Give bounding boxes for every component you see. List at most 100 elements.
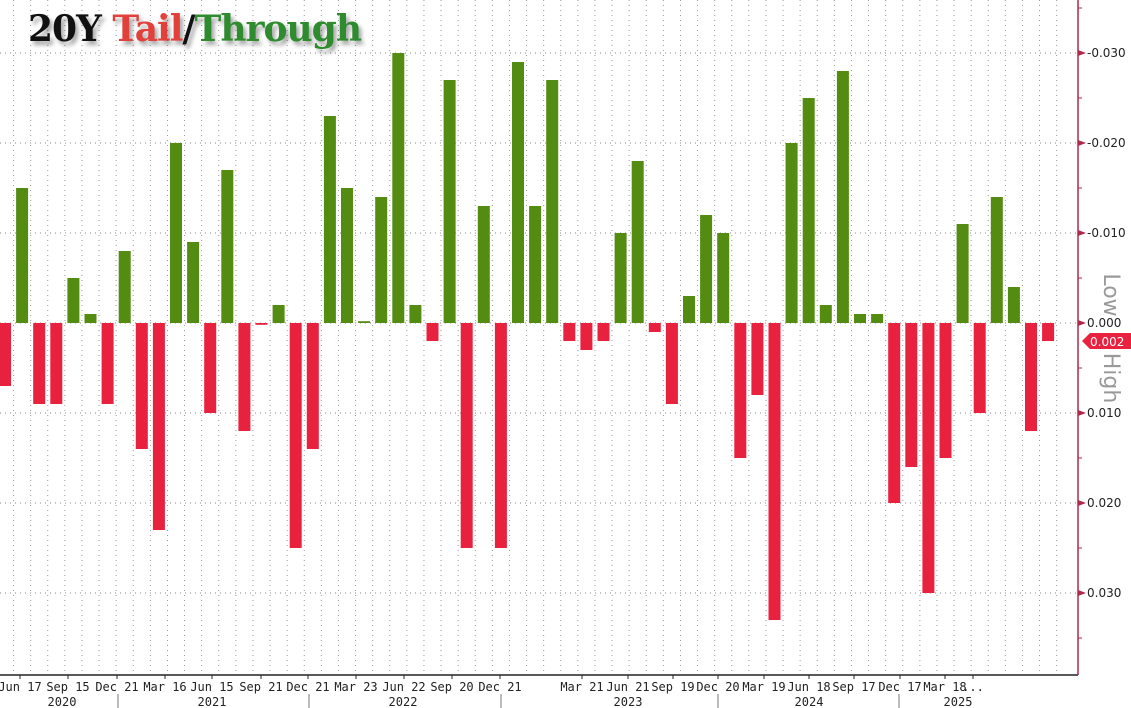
x-tick-label: Sep 20 [430, 680, 473, 694]
through-bar [358, 321, 371, 323]
year-label: 2020 [48, 695, 77, 708]
y-tick-marker [1078, 320, 1086, 326]
tail-bar [255, 323, 268, 325]
tail-bar [973, 323, 986, 413]
through-bar [683, 296, 695, 323]
year-label: 2022 [389, 695, 418, 708]
x-tick-label: Jun 22 [382, 680, 425, 694]
x-tick-label: Sep 17 [832, 680, 875, 694]
through-bar [323, 116, 336, 323]
through-bar [614, 233, 627, 323]
year-label: 2025 [944, 695, 973, 708]
title-through: Through [194, 8, 362, 50]
title-tail: Tail [112, 8, 183, 50]
tail-bar [1042, 323, 1055, 341]
x-tick-label: Dec 20 [696, 680, 739, 694]
through-bar [341, 188, 353, 323]
through-bar [819, 305, 832, 323]
tail-bar [289, 323, 302, 548]
y-tick-label: 0.030 [1087, 586, 1121, 600]
through-bar [700, 215, 713, 323]
tail-bar [204, 323, 217, 413]
y-tick-label: -0.010 [1087, 226, 1126, 240]
through-bar [529, 206, 542, 323]
last-value-badge [1082, 333, 1131, 349]
tail-bar [426, 323, 439, 341]
y-tick-label: 0.010 [1087, 406, 1121, 420]
tail-bar [152, 323, 165, 530]
tail-bar [135, 323, 148, 449]
through-bar [409, 305, 422, 323]
tail-bar [238, 323, 251, 431]
tail-bar [939, 323, 952, 458]
tail-bar [1025, 323, 1037, 431]
tail-bar [33, 323, 46, 404]
tail-bar [101, 323, 114, 404]
y-axis-label-high: High [1098, 353, 1123, 404]
y-tick-marker [1078, 140, 1086, 146]
x-tick-label: Jun 21 [606, 680, 649, 694]
x-tick-label: Dec 21 [286, 680, 329, 694]
tail-bar [580, 323, 593, 350]
through-bar [477, 206, 490, 323]
through-bar [871, 314, 884, 323]
through-bar [1007, 287, 1020, 323]
through-bar [375, 197, 388, 323]
x-tick-label: Sep 21 [239, 680, 282, 694]
tail-bar [665, 323, 678, 404]
tail-bar [0, 323, 11, 386]
through-bar [272, 305, 285, 323]
tail-bar [905, 323, 918, 467]
x-tick-label: Dec 21 [478, 680, 521, 694]
through-bar [785, 143, 798, 323]
x-tick-label: Jun 17 [0, 680, 42, 694]
tail-bar [306, 323, 319, 449]
y-tick-label: 0.000 [1087, 316, 1121, 330]
x-tick-label: Mar 19 [742, 680, 785, 694]
x-tick-label: Jun 15 [190, 680, 233, 694]
through-bar [67, 278, 80, 323]
tail-bar [768, 323, 781, 620]
through-bar [631, 161, 644, 323]
tail-bar [50, 323, 63, 404]
tail-bar [648, 323, 661, 332]
tail-bar [922, 323, 935, 593]
chart-title: 20Y Tail/Through [28, 8, 362, 50]
y-tick-label: 0.020 [1087, 496, 1121, 510]
through-bar [836, 71, 849, 323]
title-prefix: 20Y [28, 8, 102, 50]
x-tick-label: Jun 18 [787, 680, 830, 694]
tail-bar [734, 323, 747, 458]
through-bar [546, 80, 559, 323]
through-bar [221, 170, 234, 323]
y-tick-label: -0.030 [1087, 46, 1126, 60]
through-bar [990, 197, 1003, 323]
tail-bar [563, 323, 576, 341]
title-separator: / [182, 8, 195, 50]
through-bar [84, 314, 97, 323]
x-tick-label: Mar 16 [143, 680, 186, 694]
y-tick-marker [1078, 590, 1086, 596]
through-bar [854, 314, 866, 323]
x-tick-label: ... [962, 680, 984, 694]
through-bar [512, 62, 524, 323]
through-bar [443, 80, 456, 323]
year-label: 2024 [795, 695, 824, 708]
tail-bar [494, 323, 507, 548]
tail-bar [460, 323, 473, 548]
tail-bar [597, 323, 610, 341]
through-bar [187, 242, 200, 323]
tail-bar [751, 323, 764, 395]
y-tick-marker [1078, 230, 1086, 236]
through-bar [802, 98, 815, 323]
y-tick-marker [1078, 500, 1086, 506]
y-axis-label-low: Low [1098, 273, 1123, 316]
x-tick-label: Mar 21 [560, 680, 603, 694]
year-label: 2021 [198, 695, 227, 708]
y-tick-label: -0.020 [1087, 136, 1126, 150]
x-tick-label: Sep 15 [46, 680, 89, 694]
through-bar [717, 233, 730, 323]
x-tick-label: Mar 23 [334, 680, 377, 694]
through-bar [16, 188, 29, 323]
